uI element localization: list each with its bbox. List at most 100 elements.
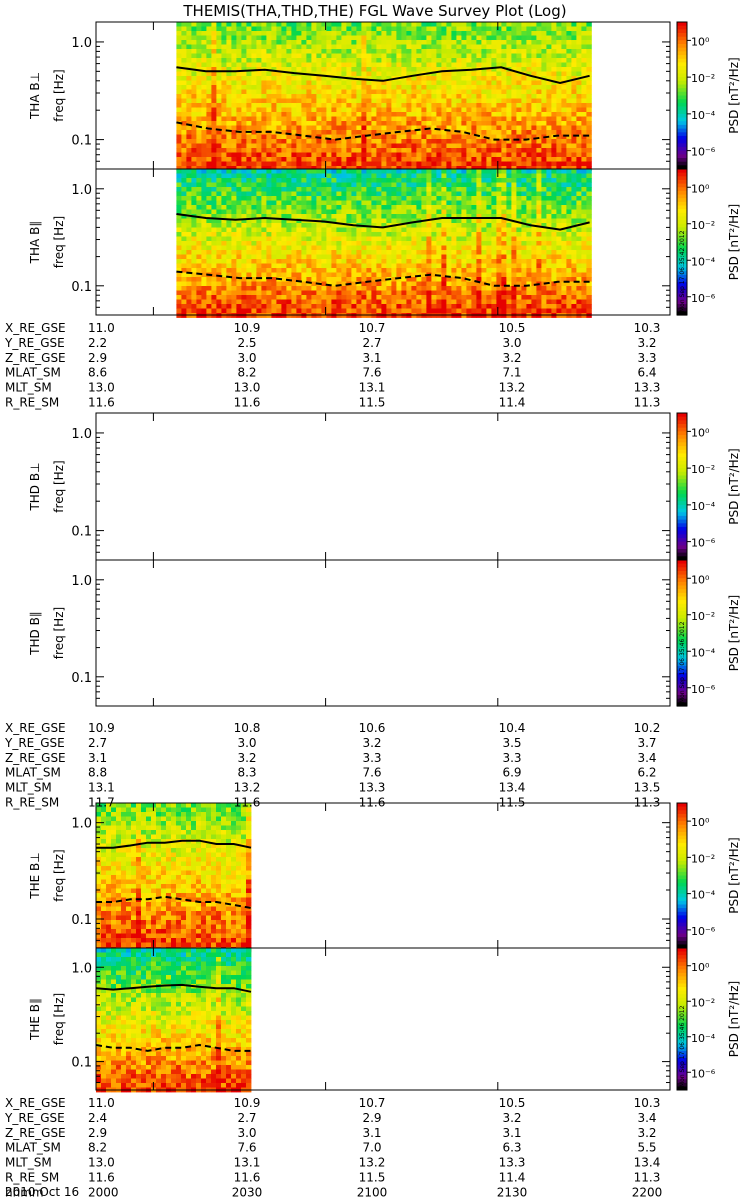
spectrogram-cell [256, 103, 262, 108]
spectrogram-cell [386, 218, 392, 224]
spectrogram-cell [511, 22, 517, 27]
spectrogram-cell [276, 236, 282, 242]
spectrogram-cell [431, 22, 437, 27]
spectrogram-cell [306, 223, 312, 228]
colorbar-cell [677, 73, 687, 78]
spectrogram-cell [281, 272, 287, 278]
spectrogram-cell [306, 85, 312, 90]
spectrogram-cell [316, 200, 322, 206]
spectrogram-cell [466, 223, 472, 228]
spectrogram-cell [341, 44, 347, 50]
spectrogram-cell [581, 71, 587, 77]
spectrogram-cell [291, 85, 297, 90]
spectrogram-cell [436, 227, 442, 233]
spectrogram-cell [371, 134, 377, 140]
spectrogram-cell [326, 245, 332, 251]
spectrogram-cell [216, 178, 222, 183]
spectrogram-cell [406, 143, 412, 149]
spectrogram-cell [321, 22, 327, 27]
spectrogram-cell [306, 286, 312, 291]
spectrogram-cell [211, 227, 217, 233]
spectrogram-cell [231, 196, 237, 201]
spectrogram-cell [416, 67, 422, 72]
spectrogram-cell [441, 286, 447, 291]
spectrogram-cell [201, 116, 207, 122]
spectrogram-cell [391, 121, 397, 126]
spectrogram-cell [211, 116, 217, 122]
spectrogram-cell [371, 214, 377, 219]
spectrogram-cell [446, 299, 452, 305]
spectrogram-cell [261, 40, 267, 45]
spectrogram-cell [496, 173, 502, 179]
spectrogram-cell [416, 40, 422, 45]
spectrogram-cell [241, 263, 247, 269]
spectrogram-cell [571, 26, 577, 32]
spectrogram-cell [241, 116, 247, 122]
spectrogram-cell [211, 299, 217, 305]
spectrogram-cell [486, 67, 492, 72]
spectrogram-cell [401, 263, 407, 269]
spectrogram-cell [326, 263, 332, 269]
spectrogram-cell [361, 143, 367, 149]
spectrogram-cell [221, 40, 227, 45]
spectrogram-cell [481, 85, 487, 90]
spectrogram-cell [206, 157, 212, 162]
spectrogram-cell [396, 94, 402, 99]
spectrogram-cell [296, 223, 302, 228]
spectrogram-cell [491, 281, 497, 287]
spectrogram-cell [186, 89, 192, 95]
spectrogram-cell [391, 254, 397, 260]
spectrogram-cell [426, 295, 432, 300]
spectrogram-cell [246, 98, 252, 104]
spectrogram-cell [221, 130, 227, 135]
spectrogram-cell [426, 304, 432, 309]
spectrogram-cell [236, 308, 242, 314]
spectrogram-cell [401, 178, 407, 183]
spectrogram-cell [341, 58, 347, 63]
colorbar-cell [677, 66, 687, 71]
spectrogram-cell [416, 191, 422, 197]
spectrogram-cell [461, 89, 467, 95]
spectrogram-cell [216, 49, 222, 54]
spectrogram-cell [226, 218, 232, 224]
spectrogram-cell [271, 125, 277, 131]
spectrogram-cell [436, 245, 442, 251]
spectrogram-cell [241, 85, 247, 90]
spectrogram-cell [366, 62, 372, 68]
spectrogram-cell [361, 71, 367, 77]
spectrogram-cell [496, 281, 502, 287]
spectrogram-cell [256, 26, 262, 32]
spectrogram-cell [181, 22, 187, 27]
spectrogram-cell [496, 143, 502, 149]
spectrogram-cell [386, 263, 392, 269]
y-tick-label: 1.0 [71, 36, 92, 51]
spectrogram-cell [326, 80, 332, 86]
spectrogram-cell [216, 161, 222, 167]
spectrogram-cell [236, 107, 242, 113]
spectrogram-cell [221, 98, 227, 104]
spectrogram-cell [266, 263, 272, 269]
spectrogram-cell [571, 71, 577, 77]
spectrogram-cell [416, 214, 422, 219]
spectrogram-cell [371, 152, 377, 158]
spectrogram-cell [221, 268, 227, 273]
spectrogram-cell [246, 26, 252, 32]
spectrogram-cell [331, 71, 337, 77]
spectrogram-cell [246, 254, 252, 260]
spectrogram-cell [181, 103, 187, 108]
spectrogram-cell [516, 76, 522, 81]
spectrogram-cell [501, 44, 507, 50]
spectrogram-cell [291, 277, 297, 282]
spectrogram-cell [256, 218, 262, 224]
spectrogram-cell [426, 259, 432, 264]
spectrogram-cell [216, 236, 222, 242]
spectrogram-cell [186, 295, 192, 300]
spectrogram-cell [536, 31, 542, 36]
spectrogram-cell [411, 241, 417, 246]
spectrogram-cell [216, 35, 222, 41]
spectrogram-cell [221, 125, 227, 131]
spectrogram-cell [366, 299, 372, 305]
spectrogram-cell [316, 31, 322, 36]
spectrogram-cell [566, 125, 572, 131]
spectrogram-cell [461, 26, 467, 32]
